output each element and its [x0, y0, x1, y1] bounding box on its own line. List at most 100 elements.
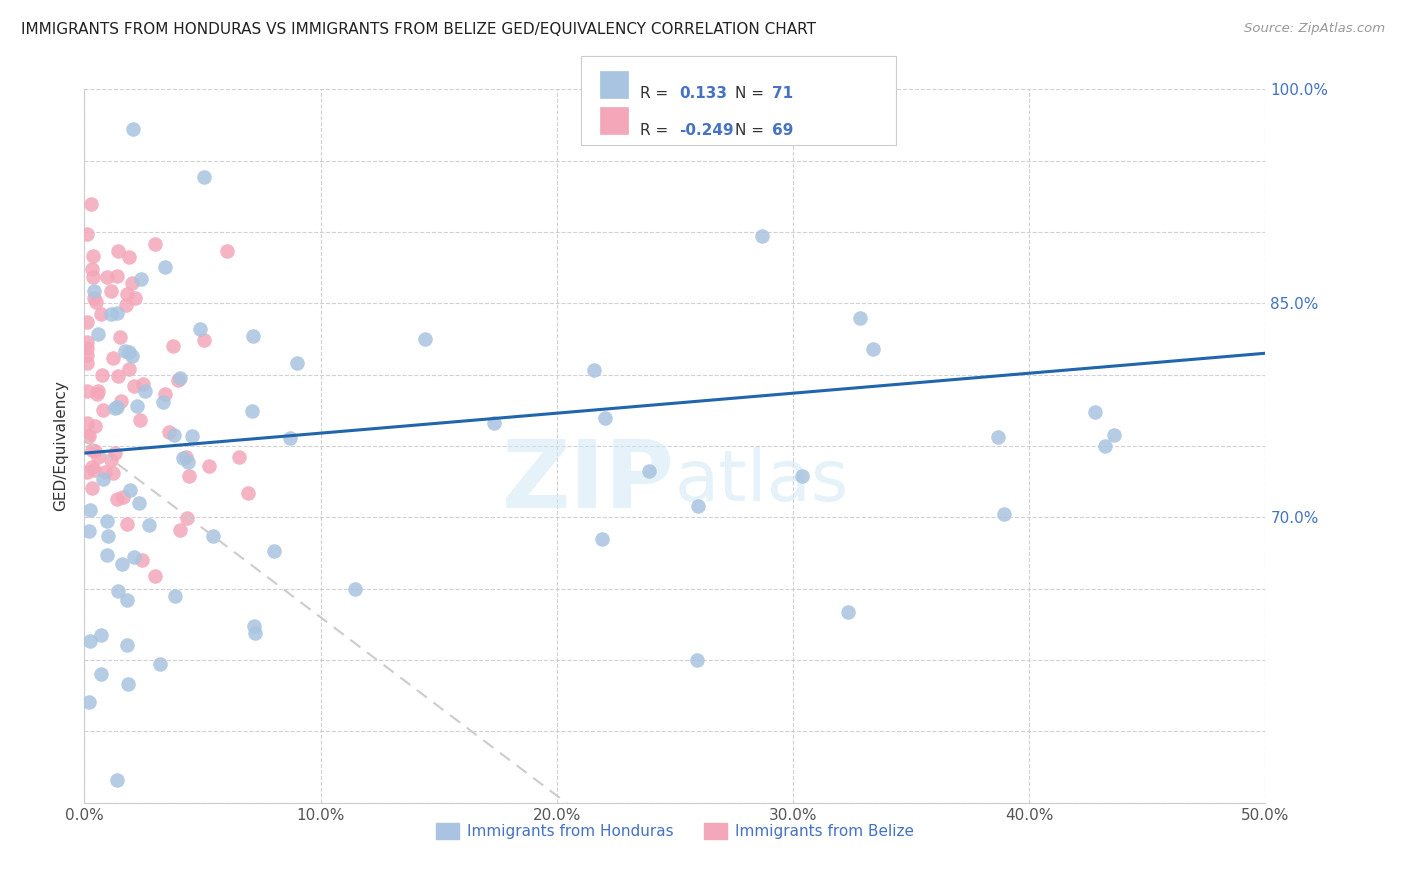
Point — [124, 291, 146, 305]
Point — [240, 404, 263, 418]
Point — [1102, 428, 1125, 442]
Point — [82, 249, 104, 263]
Point — [100, 307, 122, 321]
Point — [152, 395, 174, 409]
Point — [122, 549, 145, 564]
Point — [86, 294, 108, 309]
Point — [118, 345, 141, 359]
Point — [849, 310, 872, 325]
Point — [118, 251, 141, 265]
Point — [96, 514, 118, 528]
Point — [228, 450, 250, 464]
Point — [176, 450, 198, 465]
Point — [103, 351, 125, 365]
Point — [79, 503, 101, 517]
Text: -0.249: -0.249 — [679, 122, 734, 137]
Point — [80, 196, 103, 211]
Point — [236, 486, 259, 500]
Point — [120, 483, 142, 497]
Point — [343, 582, 366, 596]
Point — [165, 589, 187, 603]
Point — [76, 315, 98, 329]
Point — [80, 460, 103, 475]
Point — [595, 411, 617, 425]
Point — [143, 569, 166, 583]
Point — [986, 430, 1008, 444]
Text: 71: 71 — [772, 86, 793, 101]
Text: R =: R = — [640, 122, 668, 137]
Point — [413, 332, 436, 346]
Point — [163, 428, 186, 442]
Point — [202, 529, 225, 543]
Point — [138, 518, 160, 533]
Point — [122, 379, 145, 393]
Point — [115, 593, 138, 607]
Point — [77, 695, 100, 709]
Point — [76, 465, 98, 479]
Point — [87, 326, 110, 341]
Point — [90, 307, 112, 321]
Point — [1084, 405, 1107, 419]
Point — [76, 428, 98, 442]
Point — [117, 362, 139, 376]
Point — [107, 244, 129, 259]
Point — [188, 321, 211, 335]
Point — [242, 329, 264, 343]
Point — [686, 499, 709, 513]
Point — [90, 628, 112, 642]
Point — [101, 467, 124, 481]
Point — [685, 653, 707, 667]
Point — [96, 269, 118, 284]
Point — [591, 533, 613, 547]
Point — [790, 468, 813, 483]
Point — [96, 548, 118, 562]
Point — [105, 306, 128, 320]
Point — [837, 605, 859, 619]
Legend: Immigrants from Honduras, Immigrants from Belize: Immigrants from Honduras, Immigrants fro… — [430, 817, 920, 845]
Text: atlas: atlas — [675, 447, 849, 516]
Point — [1094, 439, 1116, 453]
Point — [128, 496, 150, 510]
Point — [115, 287, 138, 301]
Point — [87, 450, 110, 464]
Point — [115, 298, 138, 312]
Point — [76, 349, 98, 363]
Text: IMMIGRANTS FROM HONDURAS VS IMMIGRANTS FROM BELIZE GED/EQUIVALENCY CORRELATION C: IMMIGRANTS FROM HONDURAS VS IMMIGRANTS F… — [21, 22, 815, 37]
Point — [110, 393, 132, 408]
Y-axis label: GED/Equivalency: GED/Equivalency — [52, 381, 67, 511]
Point — [155, 386, 177, 401]
Point — [993, 507, 1015, 521]
Point — [129, 272, 152, 286]
Point — [157, 425, 180, 439]
Point — [198, 459, 221, 474]
Point — [263, 544, 285, 558]
Point — [86, 387, 108, 401]
Point — [86, 384, 108, 398]
Point — [117, 677, 139, 691]
Point — [169, 524, 191, 538]
Text: N =: N = — [735, 86, 765, 101]
Text: 0.133: 0.133 — [679, 86, 727, 101]
Point — [90, 666, 112, 681]
Point — [76, 341, 98, 355]
Point — [100, 284, 122, 298]
Point — [104, 446, 127, 460]
Point — [91, 472, 114, 486]
Text: Source: ZipAtlas.com: Source: ZipAtlas.com — [1244, 22, 1385, 36]
Point — [115, 517, 138, 532]
Point — [285, 356, 308, 370]
Point — [76, 384, 98, 398]
Point — [180, 429, 202, 443]
Point — [862, 343, 884, 357]
Point — [76, 334, 98, 349]
Point — [166, 372, 188, 386]
Point — [76, 227, 98, 241]
Point — [169, 370, 191, 384]
Point — [77, 429, 100, 443]
Point — [97, 528, 120, 542]
Point — [100, 452, 122, 467]
Point — [90, 368, 112, 382]
Point — [114, 343, 136, 358]
Point — [93, 465, 115, 479]
Point — [172, 450, 194, 465]
